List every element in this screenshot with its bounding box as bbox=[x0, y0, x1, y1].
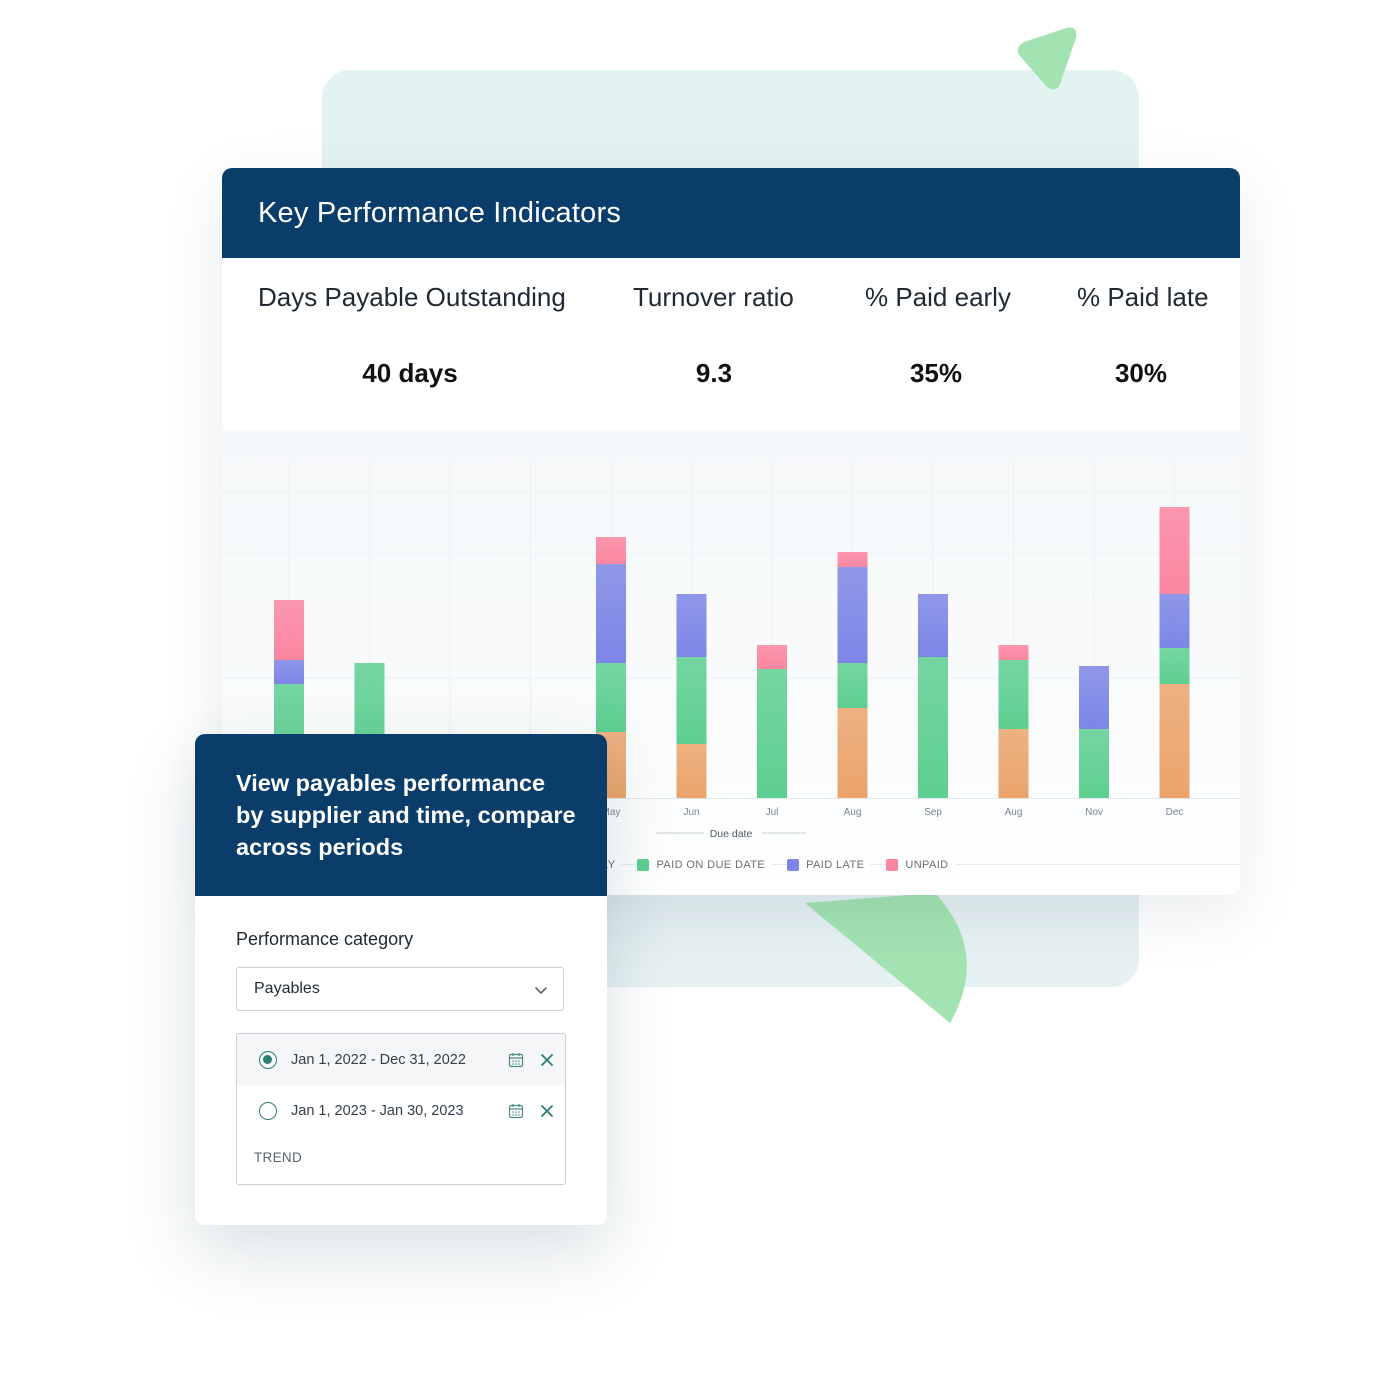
bar-segment[interactable] bbox=[596, 663, 626, 732]
x-tick-label: Jun bbox=[683, 807, 699, 818]
bar-segment[interactable] bbox=[757, 669, 787, 798]
bar-segment[interactable] bbox=[1159, 594, 1190, 648]
x-tick-label: Jul bbox=[766, 807, 779, 818]
bar-segment[interactable] bbox=[596, 537, 626, 564]
metric-label: Days Payable Outstanding bbox=[258, 282, 566, 312]
arc-decoration-icon bbox=[805, 893, 967, 1023]
x-axis-label: Due date bbox=[710, 828, 753, 840]
x-tick-label: Aug bbox=[844, 807, 862, 818]
bar-segment[interactable] bbox=[676, 657, 707, 744]
bar-segment[interactable] bbox=[676, 594, 707, 657]
bar-segment[interactable] bbox=[998, 660, 1029, 729]
category-select-value: Payables bbox=[254, 980, 320, 997]
x-tick-label: Nov bbox=[1085, 807, 1103, 818]
bar-segment[interactable] bbox=[1079, 666, 1109, 729]
kpi-card: Key Performance Indicators Days Payable … bbox=[222, 168, 1240, 895]
metric-value: 35% bbox=[909, 358, 963, 388]
bar-segment[interactable] bbox=[998, 729, 1029, 798]
close-icon[interactable] bbox=[539, 1103, 555, 1119]
category-select[interactable]: Payables bbox=[236, 967, 564, 1011]
bar-segment[interactable] bbox=[596, 564, 626, 663]
period-row[interactable]: Jan 1, 2023 - Jan 30, 2023 bbox=[237, 1085, 565, 1136]
metric-value: 9.3 bbox=[695, 358, 733, 388]
bar-segment[interactable] bbox=[1159, 684, 1190, 798]
chevron-down-icon bbox=[535, 987, 547, 994]
legend-item-unpaid[interactable]: UNPAID bbox=[886, 859, 955, 871]
metric-value: 30% bbox=[1114, 358, 1168, 388]
x-tick-label: Sep bbox=[924, 807, 942, 818]
chart-legend: LY PAID ON DUE DATE PAID LATE UNPAID bbox=[602, 856, 971, 874]
category-label: Performance category bbox=[236, 929, 414, 949]
legend-item-paid-late[interactable]: PAID LATE bbox=[787, 859, 871, 871]
legend-item-paid-on-due-date[interactable]: PAID ON DUE DATE bbox=[637, 859, 772, 871]
period-radio[interactable] bbox=[259, 1050, 277, 1069]
calendar-icon[interactable] bbox=[508, 1103, 524, 1119]
trend-label[interactable]: TREND bbox=[254, 1150, 302, 1165]
bar-segment[interactable] bbox=[1159, 507, 1190, 594]
bar-segment[interactable] bbox=[1079, 729, 1109, 798]
calendar-icon[interactable] bbox=[508, 1052, 524, 1068]
period-range: Jan 1, 2022 - Dec 31, 2022 bbox=[291, 1051, 466, 1068]
kpi-metrics: Days Payable Outstanding 40 days Turnove… bbox=[222, 258, 1240, 430]
bar-chart-svg: May Jun Jul Aug Sep Aug Nov Dec Due date bbox=[222, 460, 1240, 840]
metric-label: % Paid late bbox=[1077, 282, 1209, 312]
bar-segment[interactable] bbox=[1159, 648, 1190, 684]
period-radio[interactable] bbox=[259, 1101, 277, 1120]
legend-swatch bbox=[886, 859, 899, 871]
legend-swatch bbox=[787, 859, 800, 871]
metric-label: % Paid early bbox=[865, 282, 1011, 312]
period-list: Jan 1, 2022 - Dec 31, 2022 Jan 1, 2023 -… bbox=[236, 1033, 566, 1185]
legend-label: UNPAID bbox=[905, 859, 949, 871]
legend-swatch bbox=[637, 859, 650, 871]
bar-segment[interactable] bbox=[274, 660, 304, 684]
bar-segment[interactable] bbox=[274, 600, 304, 660]
legend-label: PAID ON DUE DATE bbox=[656, 859, 766, 871]
x-tick-label: May bbox=[602, 807, 621, 818]
bar-segment[interactable] bbox=[837, 663, 868, 708]
x-tick-label: Aug bbox=[1005, 807, 1023, 818]
bar-segment[interactable] bbox=[757, 645, 787, 669]
period-row[interactable]: Jan 1, 2022 - Dec 31, 2022 bbox=[237, 1034, 565, 1085]
bar-segment[interactable] bbox=[918, 657, 948, 798]
bar-segment[interactable] bbox=[676, 744, 707, 798]
metric-label: Turnover ratio bbox=[633, 282, 794, 312]
period-range: Jan 1, 2023 - Jan 30, 2023 bbox=[291, 1102, 464, 1119]
panel-headline: View payables performance by supplier an… bbox=[195, 734, 607, 896]
close-icon[interactable] bbox=[539, 1052, 555, 1068]
bar-segment[interactable] bbox=[837, 567, 868, 663]
bar-segment[interactable] bbox=[837, 552, 868, 567]
triangle-decoration-icon bbox=[1017, 27, 1077, 90]
x-tick-label: Dec bbox=[1166, 807, 1184, 818]
kpi-title: Key Performance Indicators bbox=[222, 168, 1240, 258]
legend-label: PAID LATE bbox=[806, 859, 865, 871]
bar-segment[interactable] bbox=[998, 645, 1029, 660]
filter-panel: View payables performance by supplier an… bbox=[195, 734, 607, 1225]
bar-segment[interactable] bbox=[918, 594, 948, 657]
bar-segment[interactable] bbox=[837, 708, 868, 798]
metric-value: 40 days bbox=[362, 358, 458, 388]
